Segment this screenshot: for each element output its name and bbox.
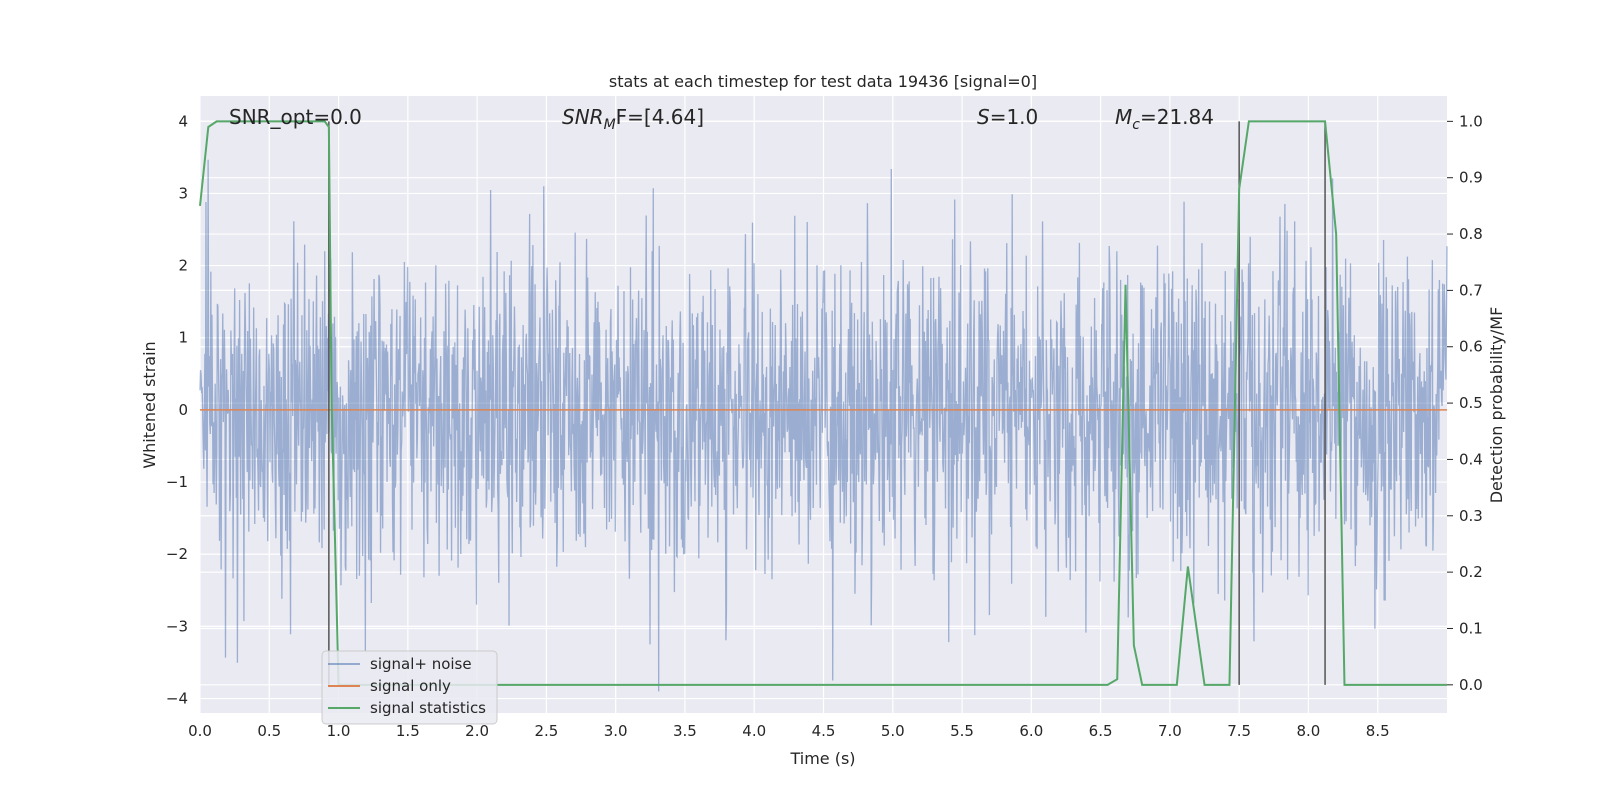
y-left-tick-label: −3 xyxy=(166,617,188,635)
x-tick-label: 5.0 xyxy=(881,722,905,740)
x-tick-label: 6.5 xyxy=(1089,722,1113,740)
legend-label-signal-only: signal only xyxy=(370,677,451,695)
s-main: S xyxy=(977,105,990,129)
x-tick-label: 2.5 xyxy=(534,722,558,740)
right-y-axis-label: Detection probability/MF xyxy=(1487,307,1506,504)
x-tick-label: 8.0 xyxy=(1297,722,1321,740)
legend-box xyxy=(321,650,498,725)
y-right-tick-label: 0.0 xyxy=(1459,676,1483,694)
right-y-axis-ticks: 1.0 0.9 0.8 0.7 0.6 0.5 0.4 0.3 0.2 0.1 0.0 xyxy=(1447,112,1483,694)
x-axis-ticks: 0.0 0.5 1.0 1.5 2.0 2.5 3.0 3.5 4.0 4.5 5.0 5.5 6.0 6… xyxy=(188,722,1390,740)
x-tick-label: 3.5 xyxy=(673,722,697,740)
y-right-tick-label: 0.1 xyxy=(1459,619,1483,637)
chart-title: stats at each timestep for test data 194… xyxy=(609,72,1037,91)
x-tick-label: 3.0 xyxy=(604,722,628,740)
snr-mf-annotation: SNRMF=[4.64] xyxy=(562,105,704,133)
x-tick-label: 5.5 xyxy=(950,722,974,740)
x-tick-label: 4.0 xyxy=(742,722,766,740)
y-right-tick-label: 0.4 xyxy=(1459,450,1483,468)
y-right-tick-label: 1.0 xyxy=(1459,112,1483,130)
legend: signal+ noise signal only signal statist… xyxy=(321,650,498,725)
mc-value: =21.84 xyxy=(1140,105,1214,129)
s-annotation: S=1.0 xyxy=(977,105,1038,129)
x-tick-label: 0.5 xyxy=(257,722,281,740)
y-left-tick-label: −2 xyxy=(166,545,188,563)
x-tick-label: 7.5 xyxy=(1227,722,1251,740)
snr-mf-main: SNR xyxy=(562,105,604,129)
s-value: =1.0 xyxy=(990,105,1039,129)
x-tick-label: 8.5 xyxy=(1366,722,1390,740)
left-y-axis-ticks: 4 3 2 1 0 −1 −2 −3 −4 xyxy=(166,112,188,707)
signal-statistics-line xyxy=(199,120,1447,686)
x-axis-label: Time (s) xyxy=(789,749,855,768)
plot-data xyxy=(199,120,1448,692)
x-tick-label: 1.0 xyxy=(327,722,351,740)
snr-opt-annotation: SNR_opt=0.0 xyxy=(229,105,362,129)
y-left-tick-label: 2 xyxy=(178,257,188,275)
legend-label-signal-statistics: signal statistics xyxy=(370,699,486,717)
y-left-tick-label: 0 xyxy=(178,401,188,419)
x-tick-label: 4.5 xyxy=(812,722,836,740)
y-left-tick-label: 1 xyxy=(178,329,188,347)
x-tick-label: 6.0 xyxy=(1019,722,1043,740)
y-right-tick-label: 0.5 xyxy=(1459,394,1483,412)
x-tick-label: 7.0 xyxy=(1158,722,1182,740)
x-tick-label: 2.0 xyxy=(465,722,489,740)
left-y-axis-label: Whitened strain xyxy=(140,341,159,468)
legend-label-signal-noise: signal+ noise xyxy=(370,655,472,673)
y-right-tick-label: 0.3 xyxy=(1459,507,1483,525)
y-right-tick-label: 0.2 xyxy=(1459,563,1483,581)
y-right-tick-label: 0.9 xyxy=(1459,169,1483,187)
snr-mf-subscript: M xyxy=(604,117,616,133)
mc-subscript: c xyxy=(1132,117,1140,133)
y-right-tick-label: 0.6 xyxy=(1459,338,1483,356)
mc-annotation: Mc=21.84 xyxy=(1115,105,1214,133)
x-tick-label: 0.0 xyxy=(188,722,212,740)
x-tick-label: 1.5 xyxy=(396,722,420,740)
y-right-tick-label: 0.8 xyxy=(1459,225,1483,243)
y-left-tick-label: −4 xyxy=(166,690,188,708)
snr-mf-value: F=[4.64] xyxy=(616,105,704,129)
mc-main: M xyxy=(1115,105,1132,129)
y-left-tick-label: 4 xyxy=(178,112,188,130)
y-left-tick-label: −1 xyxy=(166,473,188,491)
y-right-tick-label: 0.7 xyxy=(1459,281,1483,299)
y-left-tick-label: 3 xyxy=(178,184,188,202)
